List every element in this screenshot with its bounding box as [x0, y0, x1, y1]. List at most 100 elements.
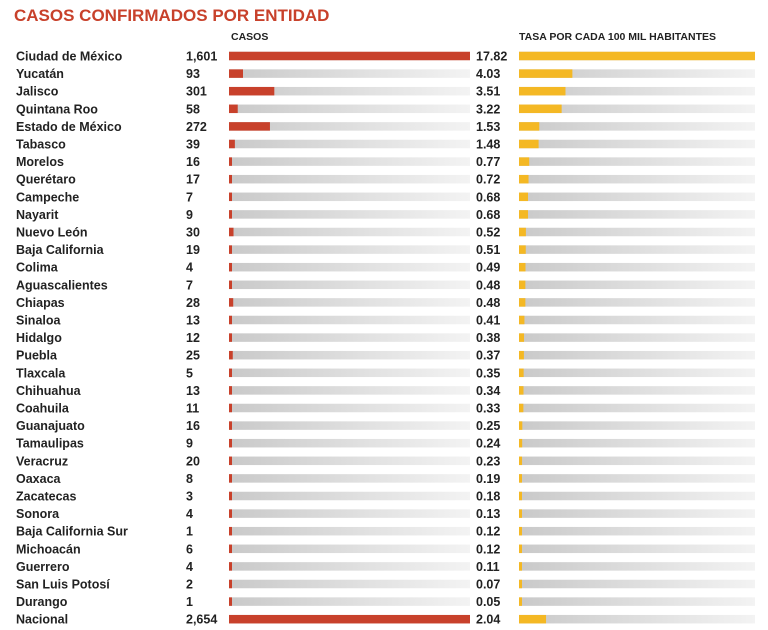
casos-track: [229, 368, 470, 378]
casos-bar: [229, 403, 232, 413]
tasa-value-label: 0.48: [476, 278, 500, 292]
tasa-track: [519, 614, 755, 624]
tasa-bar: [519, 51, 755, 61]
tasa-track: [519, 315, 755, 325]
tasa-track: [519, 491, 755, 501]
casos-value-label: 2: [186, 578, 193, 592]
state-label: Jalisco: [16, 85, 59, 99]
casos-track: [229, 579, 470, 589]
tasa-track: [519, 139, 755, 149]
tasa-bar: [519, 597, 522, 606]
tasa-bar: [519, 350, 524, 360]
tasa-track: [519, 562, 755, 571]
tasa-track: [519, 192, 755, 202]
tasa-bar: [519, 421, 523, 430]
casos-track: [229, 245, 470, 254]
tasa-value-label: 1.48: [476, 138, 500, 152]
tasa-bar: [519, 579, 522, 589]
casos-value-label: 9: [186, 208, 193, 222]
casos-value-label: 16: [186, 419, 200, 433]
state-label: Quintana Roo: [16, 102, 98, 116]
casos-value-label: 12: [186, 331, 200, 345]
state-label: Nuevo León: [16, 226, 88, 240]
tasa-value-label: 0.07: [476, 578, 500, 592]
casos-bar: [229, 157, 232, 166]
tasa-value-label: 4.03: [476, 67, 500, 81]
casos-value-label: 20: [186, 454, 200, 468]
state-label: Tlaxcala: [16, 366, 66, 380]
casos-value-label: 13: [186, 314, 200, 328]
casos-bar: [229, 104, 238, 114]
state-label: Chihuahua: [16, 384, 82, 398]
casos-track: [229, 139, 470, 149]
state-label: Tamaulipas: [16, 437, 84, 451]
casos-bar: [229, 386, 232, 395]
tasa-value-label: 0.12: [476, 542, 500, 556]
casos-bar: [229, 350, 233, 360]
tasa-value-label: 0.35: [476, 366, 500, 380]
state-label: Michoacán: [16, 542, 81, 556]
tasa-track: [519, 421, 755, 430]
casos-bar: [229, 69, 243, 78]
state-label: Puebla: [16, 349, 58, 363]
tasa-bar: [519, 122, 540, 131]
casos-track: [229, 491, 470, 501]
tasa-track: [519, 298, 755, 307]
casos-bar: [229, 597, 232, 606]
state-label: Sonora: [16, 507, 60, 521]
casos-track: [229, 386, 470, 395]
tasa-value-label: 0.23: [476, 454, 500, 468]
casos-value-label: 301: [186, 85, 207, 99]
tasa-value-label: 0.68: [476, 190, 500, 204]
state-label: Nacional: [16, 613, 68, 627]
casos-track: [229, 210, 470, 219]
casos-track: [229, 350, 470, 360]
state-label: Chiapas: [16, 296, 65, 310]
casos-value-label: 4: [186, 261, 193, 275]
casos-bar: [229, 86, 275, 96]
state-label: Colima: [16, 261, 59, 275]
casos-track: [229, 104, 470, 114]
casos-value-label: 58: [186, 102, 200, 116]
tasa-bar: [519, 333, 525, 342]
casos-track: [229, 174, 470, 184]
casos-track: [229, 474, 470, 483]
tasa-track: [519, 579, 755, 589]
casos-bar: [229, 245, 232, 254]
casos-value-label: 30: [186, 226, 200, 240]
tasa-bar: [519, 386, 524, 395]
casos-track: [229, 86, 470, 96]
tasa-track: [519, 333, 755, 342]
tasa-track: [519, 456, 755, 466]
casos-value-label: 9: [186, 437, 193, 451]
casos-bar: [229, 192, 232, 202]
tasa-value-label: 0.18: [476, 490, 500, 504]
state-label: Guanajuato: [16, 419, 85, 433]
casos-track: [229, 315, 470, 325]
casos-value-label: 8: [186, 472, 193, 486]
casos-value-label: 39: [186, 138, 200, 152]
tasa-value-label: 0.68: [476, 208, 500, 222]
state-label: Ciudad de México: [16, 50, 123, 64]
tasa-value-label: 0.24: [476, 437, 500, 451]
casos-track: [229, 597, 470, 606]
state-label: Morelos: [16, 155, 64, 169]
tasa-track: [519, 526, 755, 536]
tasa-value-label: 3.51: [476, 85, 500, 99]
tasa-value-label: 0.25: [476, 419, 500, 433]
casos-value-label: 93: [186, 67, 200, 81]
casos-value-label: 1,601: [186, 50, 217, 64]
tasa-track: [519, 245, 755, 254]
casos-track: [229, 509, 470, 518]
tasa-value-label: 0.33: [476, 402, 500, 416]
tasa-track: [519, 69, 755, 78]
state-label: Baja California: [16, 243, 105, 257]
tasa-bar: [519, 174, 529, 184]
tasa-track: [519, 86, 755, 96]
tasa-bar: [519, 192, 529, 202]
casos-bar: [229, 491, 232, 501]
tasa-value-label: 0.51: [476, 243, 500, 257]
state-label: Zacatecas: [16, 490, 77, 504]
tasa-column-header: TASA POR CADA 100 MIL HABITANTES: [519, 31, 716, 43]
casos-track: [229, 298, 470, 307]
